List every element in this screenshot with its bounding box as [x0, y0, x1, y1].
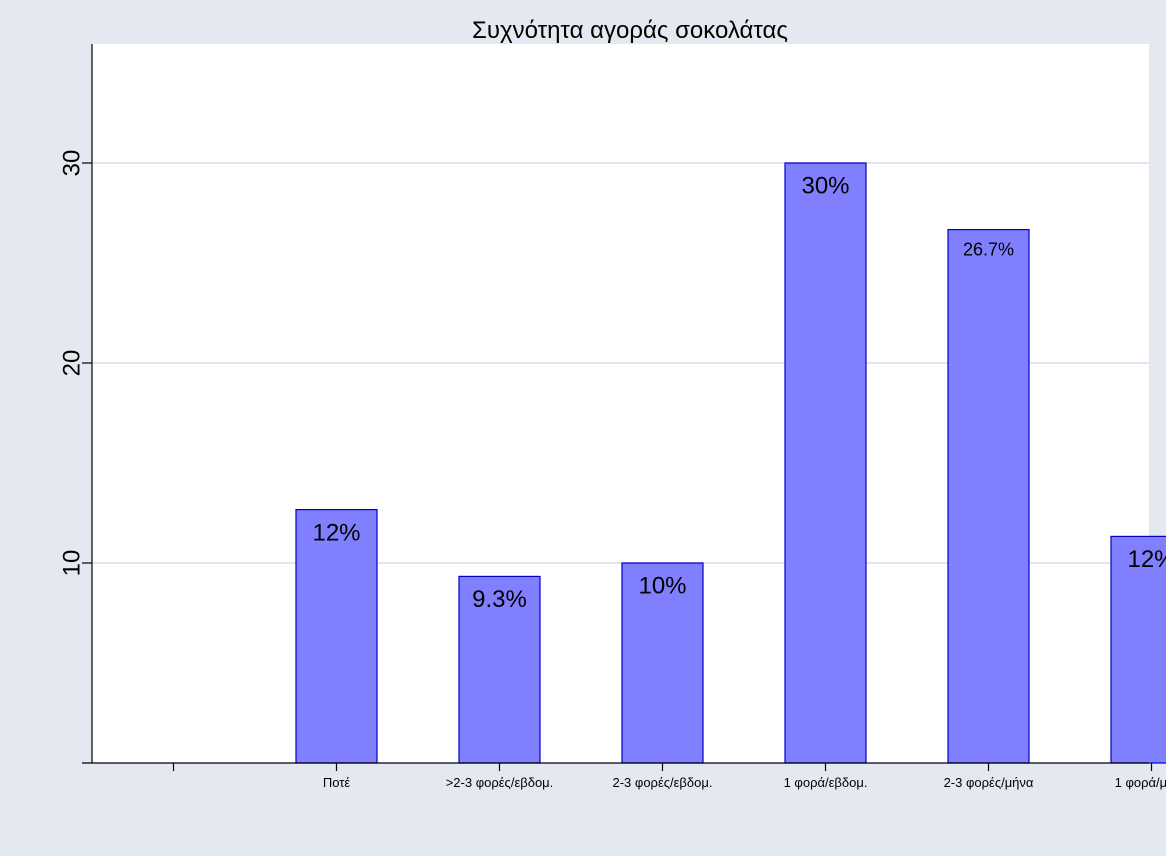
bar	[458, 575, 541, 764]
y-tick-label: 20	[59, 350, 86, 377]
bar	[295, 509, 378, 764]
x-tick-label: 2-3 φορές/μήνα	[944, 775, 1034, 790]
bar	[947, 229, 1030, 764]
bar-value-label: 30%	[801, 173, 849, 200]
bar-value-label: 12%	[1127, 546, 1166, 573]
y-axis-ticks: 10 20 30	[59, 150, 92, 577]
bar-value-label: 12%	[312, 519, 360, 546]
x-tick-label: 2-3 φορές/εβδομ.	[613, 775, 713, 790]
bar	[1110, 535, 1166, 764]
y-tick-label: 30	[59, 150, 86, 177]
y-tick-label: 10	[59, 550, 86, 577]
chart-title: Συχνότητα αγοράς σοκολάτας	[472, 17, 788, 44]
bar-value-label: 10%	[638, 573, 686, 600]
x-tick-label: 1 φορά/μήνα	[1115, 775, 1166, 790]
x-axis-ticks: Ποτέ >2-3 φορές/εβδομ. 2-3 φορές/εβδομ. 1 φ…	[172, 763, 1166, 790]
bar-value-label: 9.3%	[472, 586, 527, 613]
bars	[295, 162, 1166, 764]
x-tick-label: >2-3 φορές/εβδομ.	[446, 775, 554, 790]
bar	[621, 562, 704, 764]
bar	[784, 162, 867, 764]
x-tick-label: Ποτέ	[323, 775, 351, 790]
bar-value-label: 26.7%	[963, 240, 1014, 260]
x-tick-label: 1 φορά/εβδομ.	[784, 775, 868, 790]
bar-labels: 12% 9.3% 10% 30% 26.7% 12%	[312, 173, 1166, 613]
